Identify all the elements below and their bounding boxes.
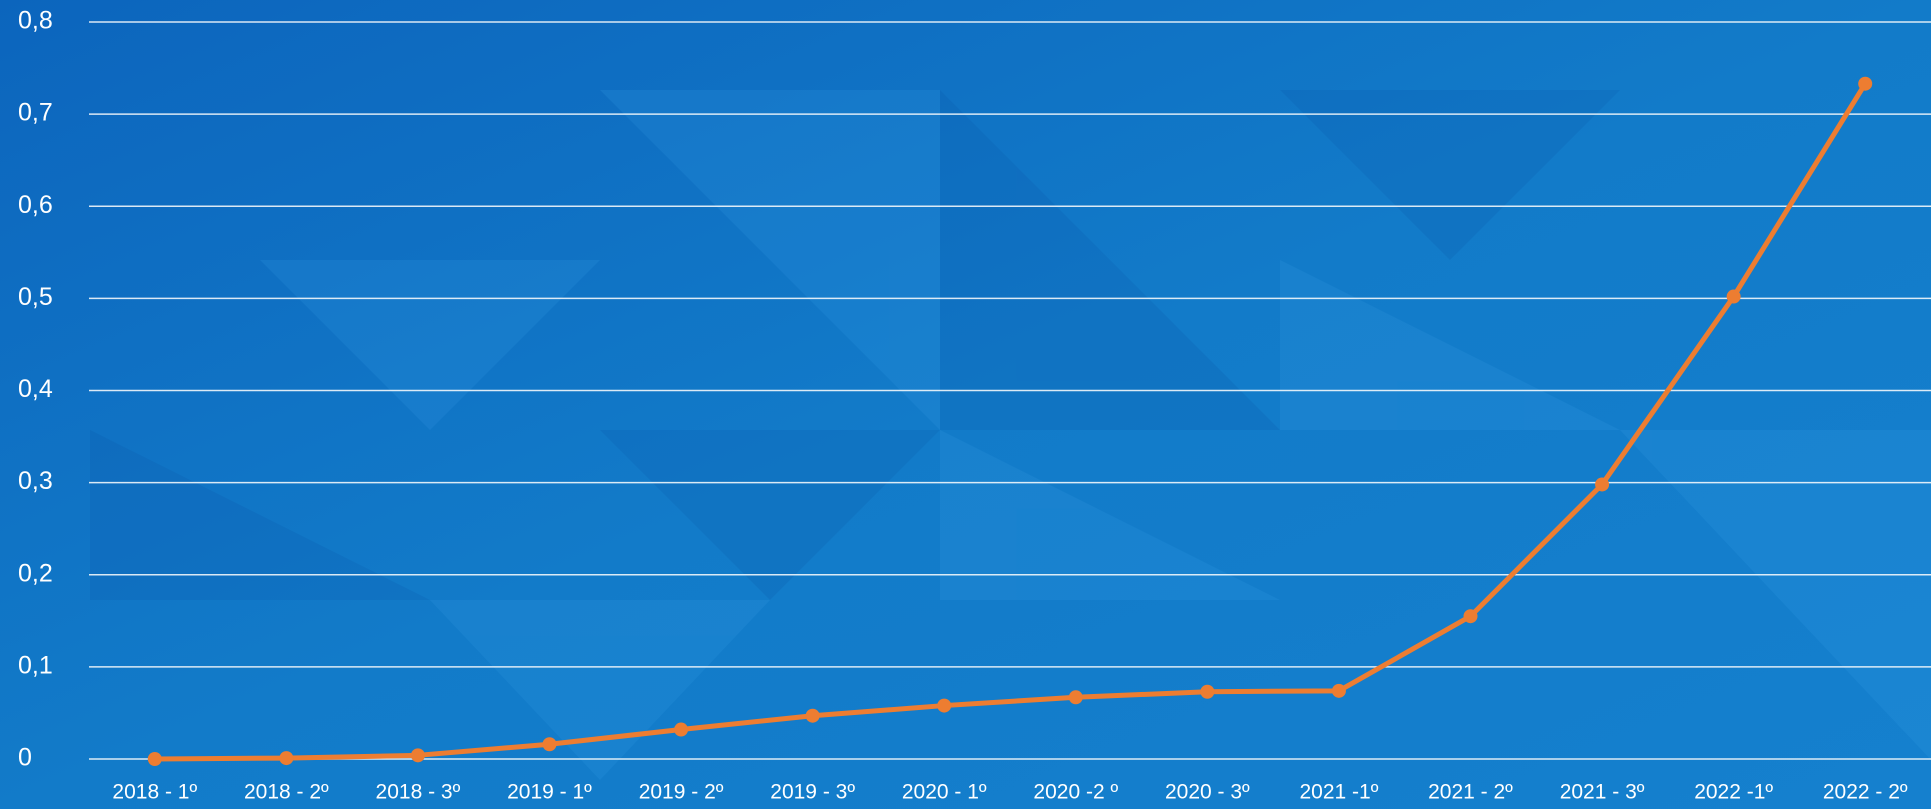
point	[1463, 609, 1478, 624]
y-tick-label: 0,2	[18, 559, 53, 587]
x-tick-label: 2021 - 2º	[1428, 781, 1513, 804]
point	[1595, 477, 1610, 492]
point	[674, 722, 689, 737]
x-tick-label: 2022 -1º	[1694, 781, 1773, 804]
point	[542, 737, 557, 752]
y-tick-label: 0	[18, 744, 32, 772]
y-tick-label: 0,4	[18, 375, 53, 403]
point	[410, 748, 425, 763]
x-tick-label: 2020 - 1º	[902, 781, 987, 804]
x-tick-label: 2019 - 1º	[507, 781, 592, 804]
point	[1068, 690, 1083, 705]
y-tick-label: 0,7	[18, 99, 53, 127]
x-tick-label: 2020 -2 º	[1033, 781, 1118, 804]
x-tick-label: 2018 - 2º	[244, 781, 329, 804]
x-tick-label: 2022 - 2º	[1823, 781, 1908, 804]
x-tick-label: 2020 - 3º	[1165, 781, 1250, 804]
background-pattern	[90, 90, 1931, 780]
y-tick-label: 0,5	[18, 283, 53, 311]
y-tick-label: 0,1	[18, 651, 53, 679]
point	[1331, 683, 1346, 698]
point	[1858, 76, 1873, 91]
x-tick-label: 2021 -1º	[1299, 781, 1378, 804]
point	[279, 751, 294, 766]
y-tick-label: 0,6	[18, 191, 53, 219]
x-tick-label: 2021 - 3º	[1560, 781, 1645, 804]
point	[1726, 289, 1741, 304]
point	[1200, 684, 1215, 699]
line	[154, 82, 1868, 762]
point	[805, 708, 820, 723]
y-tick-label: 0,8	[18, 7, 53, 35]
x-tick-label: 2018 - 1º	[112, 781, 197, 804]
point	[147, 752, 162, 766]
x-tick-label: 2018 - 3º	[376, 781, 461, 804]
point	[937, 698, 952, 713]
x-tick-label: 2019 - 2º	[639, 781, 724, 804]
x-tick-label: 2019 - 3º	[770, 781, 855, 804]
y-tick-label: 0,3	[18, 467, 53, 495]
